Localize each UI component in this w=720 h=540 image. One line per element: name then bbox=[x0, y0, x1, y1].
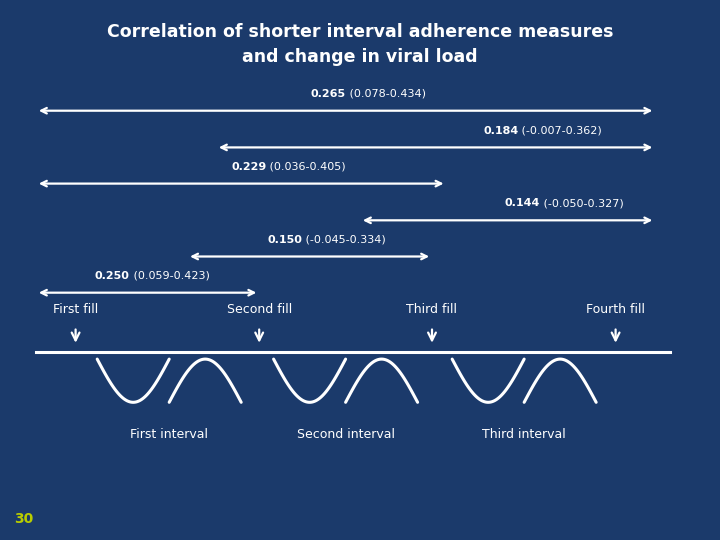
Text: (-0.045-0.334): (-0.045-0.334) bbox=[302, 234, 386, 245]
Text: and change in viral load: and change in viral load bbox=[242, 48, 478, 66]
Text: 0.265: 0.265 bbox=[310, 89, 346, 99]
Text: 0.250: 0.250 bbox=[95, 271, 130, 281]
Text: 0.184: 0.184 bbox=[483, 125, 518, 136]
Text: Correlation of shorter interval adherence measures: Correlation of shorter interval adherenc… bbox=[107, 23, 613, 42]
Text: 0.229: 0.229 bbox=[231, 161, 266, 172]
Text: (0.059-0.423): (0.059-0.423) bbox=[130, 271, 210, 281]
Text: (-0.007-0.362): (-0.007-0.362) bbox=[518, 125, 602, 136]
Text: Third fill: Third fill bbox=[407, 303, 457, 316]
Text: 30: 30 bbox=[14, 512, 34, 526]
Text: Second fill: Second fill bbox=[227, 303, 292, 316]
Text: Second interval: Second interval bbox=[297, 428, 395, 441]
Text: Third interval: Third interval bbox=[482, 428, 566, 441]
Text: 0.150: 0.150 bbox=[268, 234, 302, 245]
Text: (0.078-0.434): (0.078-0.434) bbox=[346, 89, 426, 99]
Text: (-0.050-0.327): (-0.050-0.327) bbox=[540, 198, 624, 208]
Text: 0.144: 0.144 bbox=[505, 198, 540, 208]
Text: (0.036-0.405): (0.036-0.405) bbox=[266, 161, 346, 172]
Text: First fill: First fill bbox=[53, 303, 98, 316]
Text: First interval: First interval bbox=[130, 428, 208, 441]
Text: Fourth fill: Fourth fill bbox=[586, 303, 645, 316]
